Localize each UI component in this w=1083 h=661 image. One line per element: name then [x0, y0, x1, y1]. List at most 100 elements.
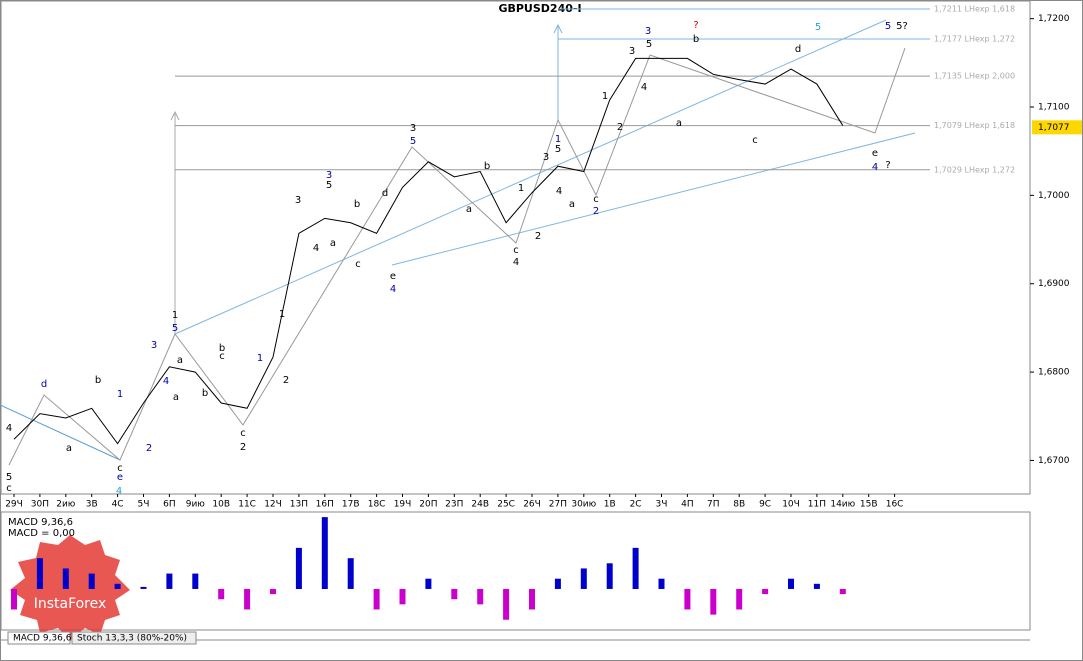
- x-tick-label: 2С: [630, 500, 642, 510]
- x-tick-label: 6П: [163, 500, 176, 510]
- macd-frame: [0, 511, 1031, 631]
- plot-frame: [0, 0, 1031, 495]
- x-tick-label: 16П: [316, 500, 334, 510]
- macd-value-label: MACD = 0,00: [8, 528, 75, 539]
- wave-label: d: [795, 44, 801, 55]
- x-tick-label: 25С: [497, 500, 515, 510]
- x-tick-label: 30ию: [571, 500, 596, 510]
- wave-label: c: [513, 245, 519, 256]
- wave-label: 5?: [896, 21, 908, 32]
- x-tick-label: 14ию: [830, 500, 855, 510]
- wave-label: 4: [163, 376, 169, 387]
- x-tick-label: 19Ч: [394, 500, 412, 510]
- y-tick-label: 1,6800: [1038, 368, 1070, 378]
- tab[interactable]: [7, 631, 71, 645]
- price-label: 1,7077: [1038, 123, 1070, 133]
- wave-label: 4: [872, 162, 878, 173]
- wave-label: a: [177, 355, 183, 366]
- wave-label: 1: [555, 134, 561, 145]
- wave-line: [8, 47, 906, 466]
- x-tick-label: 15В: [860, 500, 878, 510]
- wave-label: 5: [646, 39, 652, 50]
- wave-label: e: [390, 271, 396, 282]
- x-tick-label: 12Ч: [264, 500, 282, 510]
- wave-label: 5: [885, 21, 891, 32]
- channel-line: [174, 19, 887, 335]
- x-tick-label: 9ию: [186, 500, 206, 510]
- wave-label: 1: [172, 310, 178, 321]
- wave-label: b: [95, 375, 101, 386]
- wave-label: b: [354, 199, 360, 210]
- x-tick-label: 27П: [549, 500, 567, 510]
- wave-label: 2: [283, 375, 289, 386]
- x-tick-label: 18С: [368, 500, 386, 510]
- wave-label: 2: [535, 231, 541, 242]
- wave-label: 1: [602, 91, 608, 102]
- x-tick-label: 16С: [886, 500, 904, 510]
- x-tick-label: 20П: [419, 500, 437, 510]
- x-tick-label: 29Ч: [5, 500, 23, 510]
- wave-label: 1: [257, 353, 263, 364]
- x-tick-label: 5Ч: [138, 500, 150, 510]
- wave-label: 2: [240, 442, 246, 453]
- y-tick-label: 1,6900: [1038, 279, 1070, 289]
- wave-label: 3: [410, 123, 416, 134]
- x-tick-label: 26Ч: [523, 500, 541, 510]
- wave-label: 4: [513, 257, 519, 268]
- x-tick-label: 3В: [86, 500, 98, 510]
- fib-level-label: 1,7079 LHexp 1,618: [934, 121, 1015, 130]
- wave-label: 2: [146, 443, 152, 454]
- x-tick-label: 2ию: [56, 500, 76, 510]
- x-tick-label: 1В: [604, 500, 616, 510]
- wave-label: c: [6, 483, 12, 494]
- wave-label: 4: [313, 243, 319, 254]
- wave-label: c: [117, 463, 123, 474]
- wave-label: 4: [116, 486, 122, 497]
- wave-label: e: [117, 472, 123, 483]
- wave-label: 5: [410, 136, 416, 147]
- x-tick-label: 10В: [212, 500, 230, 510]
- wave-label: a: [676, 118, 682, 129]
- fib-level-label: 1,7135 LHexp 2,000: [934, 72, 1015, 81]
- wave-label: a: [330, 238, 336, 249]
- arrow-head: [170, 110, 180, 121]
- tab-label[interactable]: MACD 9,36,6: [13, 634, 72, 644]
- channel-line: [0, 404, 121, 461]
- wave-label: 5: [555, 144, 561, 155]
- wave-label: ?: [885, 160, 890, 171]
- x-tick-label: 4П: [681, 500, 694, 510]
- wave-label: 4: [390, 284, 396, 295]
- channel-line: [391, 132, 916, 266]
- x-tick-label: 30П: [31, 500, 49, 510]
- wave-label: d: [382, 188, 388, 199]
- wave-label: 5: [6, 472, 12, 483]
- wave-label: 5: [172, 323, 178, 334]
- price-line: [13, 57, 844, 445]
- x-tick-label: 4С: [112, 500, 124, 510]
- wave-label: c: [593, 194, 599, 205]
- wave-label: e: [872, 148, 878, 159]
- x-tick-label: 7П: [707, 500, 720, 510]
- y-tick-label: 1,7100: [1038, 103, 1070, 113]
- wave-label: 3: [543, 152, 549, 163]
- x-tick-label: 10Ч: [782, 500, 800, 510]
- wave-label: 3: [645, 26, 651, 37]
- wave-label: c: [355, 259, 361, 270]
- wave-label: 5: [326, 180, 332, 191]
- y-tick-label: 1,6700: [1038, 456, 1070, 466]
- wave-label: b: [693, 34, 699, 45]
- tab[interactable]: [71, 631, 197, 645]
- chart-title: GBPUSD240-I: [498, 2, 581, 15]
- tab-label[interactable]: Stoch 13,3,3 (80%-20%): [77, 634, 187, 644]
- y-tick-label: 1,7200: [1038, 14, 1070, 24]
- wave-label: b: [484, 161, 490, 172]
- wave-label: d: [41, 379, 47, 390]
- wave-label: 4: [556, 186, 562, 197]
- wave-label: 5: [815, 22, 821, 33]
- macd-label: MACD 9,36,6: [8, 517, 73, 528]
- wave-label: 3: [151, 340, 157, 351]
- wave-label: 3: [629, 46, 635, 57]
- wave-label: 3: [295, 195, 301, 206]
- x-tick-label: 11П: [808, 500, 826, 510]
